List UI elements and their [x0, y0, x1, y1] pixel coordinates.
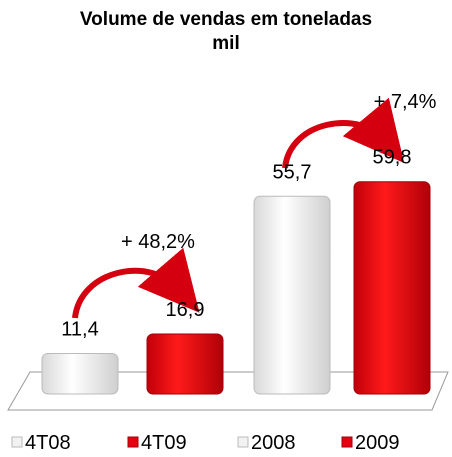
value-label: 55,7 [273, 161, 312, 183]
value-label: 11,4 [61, 319, 98, 341]
legend-label: 2008 [251, 432, 296, 454]
legend-swatch [11, 436, 23, 448]
arrow [282, 97, 405, 169]
bar [146, 333, 224, 395]
chart-title: Volume de vendas em toneladas mil [79, 9, 373, 54]
annotation: + 48,2% [121, 231, 195, 253]
value-label: 16,9 [166, 299, 205, 321]
legend-swatch [237, 436, 249, 448]
legend-label: 4T08 [25, 432, 71, 454]
bar [253, 195, 331, 395]
legend-swatch [341, 436, 353, 448]
legend-label: 4T09 [141, 432, 187, 454]
bar [353, 181, 431, 395]
annotation: + 7,4% [374, 91, 437, 113]
bar [41, 353, 119, 395]
arrow [72, 247, 200, 319]
value-label: 59,8 [373, 147, 412, 169]
legend-label: 2009 [355, 432, 400, 454]
legend-swatch [127, 436, 139, 448]
